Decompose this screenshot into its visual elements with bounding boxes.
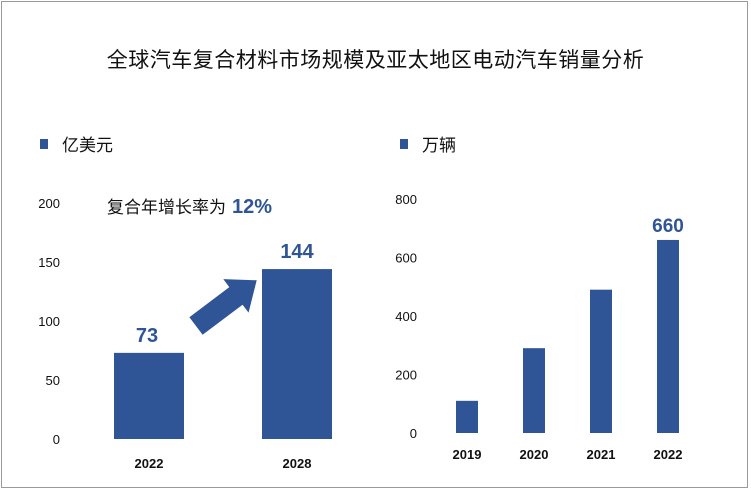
bar-2019 [456,400,478,433]
y-tick-label: 400 [395,309,417,324]
cagr-annotation: 复合年增长率为 12% [107,193,272,219]
x-tick-label: 2020 [520,447,549,462]
legend-label-right: 万辆 [422,136,456,156]
y-tick-label: 100 [38,314,60,329]
x-tick-label: 2019 [453,447,482,462]
right-chart: 0 200 400 600 800 2019 2020 2021 2022 660 [395,192,684,462]
data-label-2022: 660 [652,216,684,237]
legend-swatch-left [40,138,48,149]
legend-swatch-right [400,138,408,149]
legend-label-left: 亿美元 [62,136,113,156]
data-label-2028: 144 [280,241,314,263]
cagr-text: 复合年增长率为 [107,198,226,218]
bar-2020 [523,348,545,433]
bar-2028 [262,269,332,439]
x-tick-label: 2021 [587,447,616,462]
y-tick-label: 50 [46,373,60,388]
y-tick-label: 150 [38,255,60,270]
x-tick-label: 2022 [135,456,164,471]
y-tick-label: 600 [395,251,417,266]
bar-2022 [114,352,184,439]
data-label-2022: 73 [136,325,158,347]
chart-title: 全球汽车复合材料市场规模及亚太地区电动汽车销量分析 [106,48,645,72]
left-chart: 0 50 100 150 200 2022 73 2028 144 [38,196,332,471]
x-tick-label: 2028 [283,456,312,471]
growth-arrow-icon [189,279,257,335]
y-tick-label: 200 [38,196,60,211]
bar-2022 [657,239,679,433]
y-tick-label: 200 [395,368,417,383]
y-tick-label: 0 [53,432,60,447]
legend-left: 亿美元 [40,131,113,156]
legend-right: 万辆 [400,131,456,156]
bar-2021 [590,289,612,433]
x-tick-label: 2022 [654,447,683,462]
y-tick-label: 800 [395,192,417,207]
cagr-value: 12% [232,196,273,218]
y-tick-label: 0 [410,426,417,441]
